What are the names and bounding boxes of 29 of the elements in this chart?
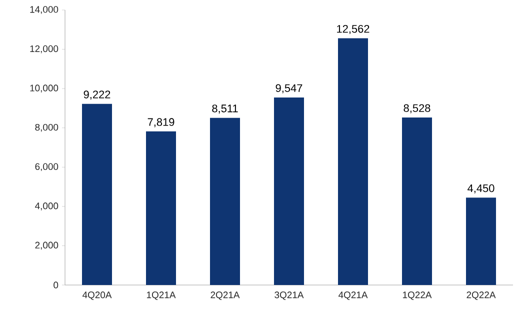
data-label: 8,511 [212, 104, 238, 114]
x-tick-label: 4Q20A [82, 292, 112, 300]
x-tick-label: 2Q22A [466, 292, 496, 300]
data-label: 9,222 [84, 90, 110, 100]
bar [210, 118, 240, 285]
bar [402, 117, 432, 285]
y-tick-label: 8,000 [35, 124, 58, 132]
data-label: 8,528 [404, 104, 430, 114]
x-tick-label: 1Q22A [402, 292, 432, 300]
data-label: 7,819 [148, 118, 174, 128]
x-tick-label: 1Q21A [146, 292, 176, 300]
bar [338, 38, 368, 285]
bar [274, 97, 304, 285]
x-tick-label: 4Q21A [338, 292, 368, 300]
data-label: 9,547 [276, 84, 302, 94]
y-tick-label: 14,000 [30, 6, 58, 14]
bar [146, 131, 176, 285]
bar [82, 104, 112, 285]
bar [466, 198, 496, 285]
data-label: 4,450 [468, 184, 494, 194]
y-tick-label: 6,000 [35, 163, 58, 172]
data-label: 12,562 [337, 25, 370, 34]
y-tick-label: 2,000 [35, 242, 58, 250]
y-tick-label: 12,000 [30, 45, 58, 54]
y-tick-label: 0 [54, 282, 58, 288]
y-tick-label: 10,000 [30, 84, 58, 92]
x-tick-label: 3Q21A [274, 292, 304, 300]
x-tick-label: 2Q21A [210, 292, 240, 300]
y-tick-label: 4,000 [35, 202, 58, 210]
